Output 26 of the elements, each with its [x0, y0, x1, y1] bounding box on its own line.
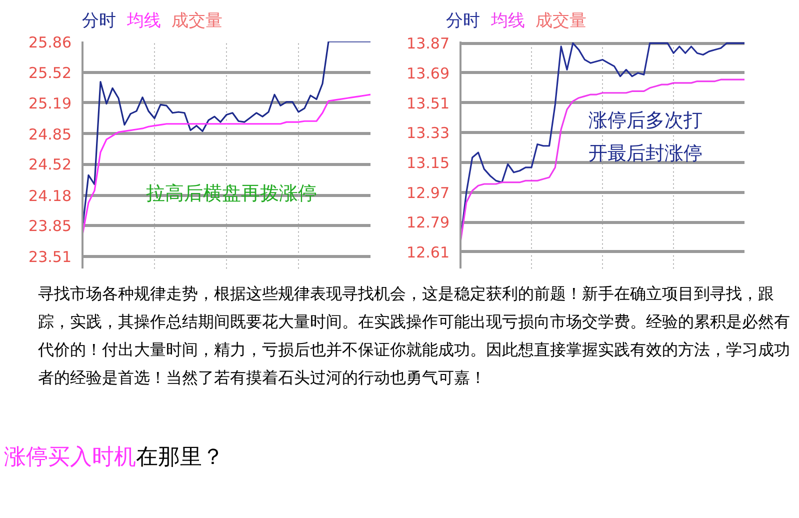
text: 分时 [446, 11, 480, 31]
text: 均线 [126, 11, 161, 31]
text: 涨停买入时机 [4, 444, 136, 469]
y-tick-label: 12.79 [406, 214, 450, 232]
y-tick-label: 12.97 [406, 184, 450, 202]
y-tick-label: 12.61 [406, 243, 450, 262]
y-tick-label: 25.52 [28, 64, 72, 82]
y-tick-label: 24.52 [28, 156, 72, 174]
y-tick-label: 13.15 [406, 154, 450, 172]
text: 寻找市场各种规律走势，根据这些规律表现寻找机会，这是稳定获利的前题！新手在确立项目到寻找，跟踪，实践，其操作总结期间既要花大量时间。在实践操作可能出现亏损向市场交学费。经验的累积是必然有代价的！付出大量时间，精力，亏损后也并不保证你就能成功。因此想直接掌握实践有效的方法，学习成功者的经验是首选！当然了若有摸着石头过河的行动也勇气可嘉！ [38, 284, 791, 389]
text: 分时 [82, 11, 116, 31]
annotation: 拉高后横盘再拨涨停 [146, 182, 317, 205]
y-tick-label: 13.69 [406, 64, 450, 82]
text: 成交量 [172, 11, 223, 31]
y-tick-label: 25.86 [28, 34, 72, 52]
y-tick-label: 23.85 [28, 216, 72, 235]
y-tick-label: 13.87 [406, 34, 450, 53]
y-tick-label: 24.18 [28, 186, 72, 205]
y-tick-label: 13.51 [406, 94, 450, 112]
y-tick-label: 23.51 [28, 248, 72, 266]
text: 成交量 [536, 11, 587, 31]
y-tick-label: 25.19 [28, 94, 72, 112]
y-tick-label: 13.33 [406, 124, 450, 142]
y-tick-label: 24.85 [28, 125, 72, 144]
text: 均线 [490, 11, 525, 31]
annotation: 涨停后多次打开最后封涨停 [588, 109, 702, 164]
